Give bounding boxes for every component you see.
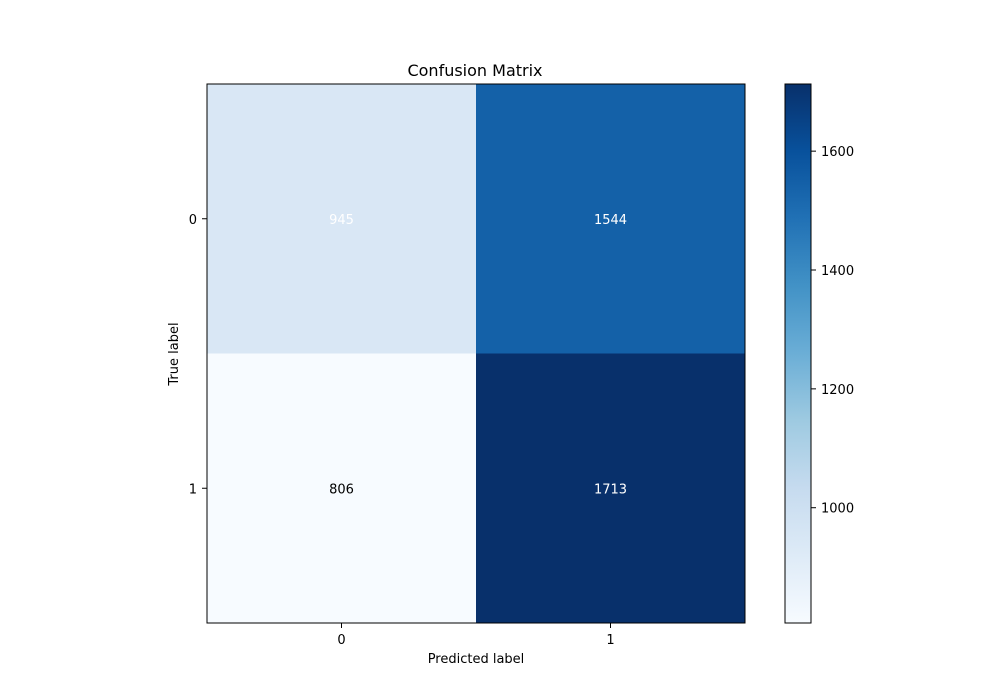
colorbar-tick-label: 1400 [821, 264, 854, 279]
x-tick-label: 0 [337, 633, 345, 648]
x-tick-label: 1 [606, 633, 614, 648]
colorbar-tick-label: 1000 [821, 502, 854, 517]
heatmap-cell [476, 353, 745, 623]
cell-value-label: 806 [329, 482, 354, 497]
cell-value-label: 945 [329, 213, 354, 228]
chart-title: Confusion Matrix [407, 61, 542, 80]
x-axis-label: Predicted label [428, 652, 525, 667]
y-tick-label: 1 [189, 482, 197, 497]
cell-value-label: 1544 [594, 213, 627, 228]
colorbar-tick-label: 1200 [821, 383, 854, 398]
heatmap-cells: 945 1544 806 1713 [207, 84, 745, 623]
heatmap-cell [207, 353, 476, 623]
heatmap-cell [207, 84, 476, 354]
colorbar [784, 83, 812, 624]
axis-ticks: 0 1 0 1 [189, 213, 615, 648]
colorbar-tick-label: 1600 [821, 145, 854, 160]
plot-frame [206, 83, 746, 624]
y-tick-label: 0 [189, 213, 197, 228]
colorbar-ticks: 1000 1200 1400 1600 [811, 145, 854, 517]
y-axis-label: True label [167, 322, 182, 386]
cell-value-label: 1713 [594, 482, 627, 497]
heatmap-cell [476, 84, 745, 354]
